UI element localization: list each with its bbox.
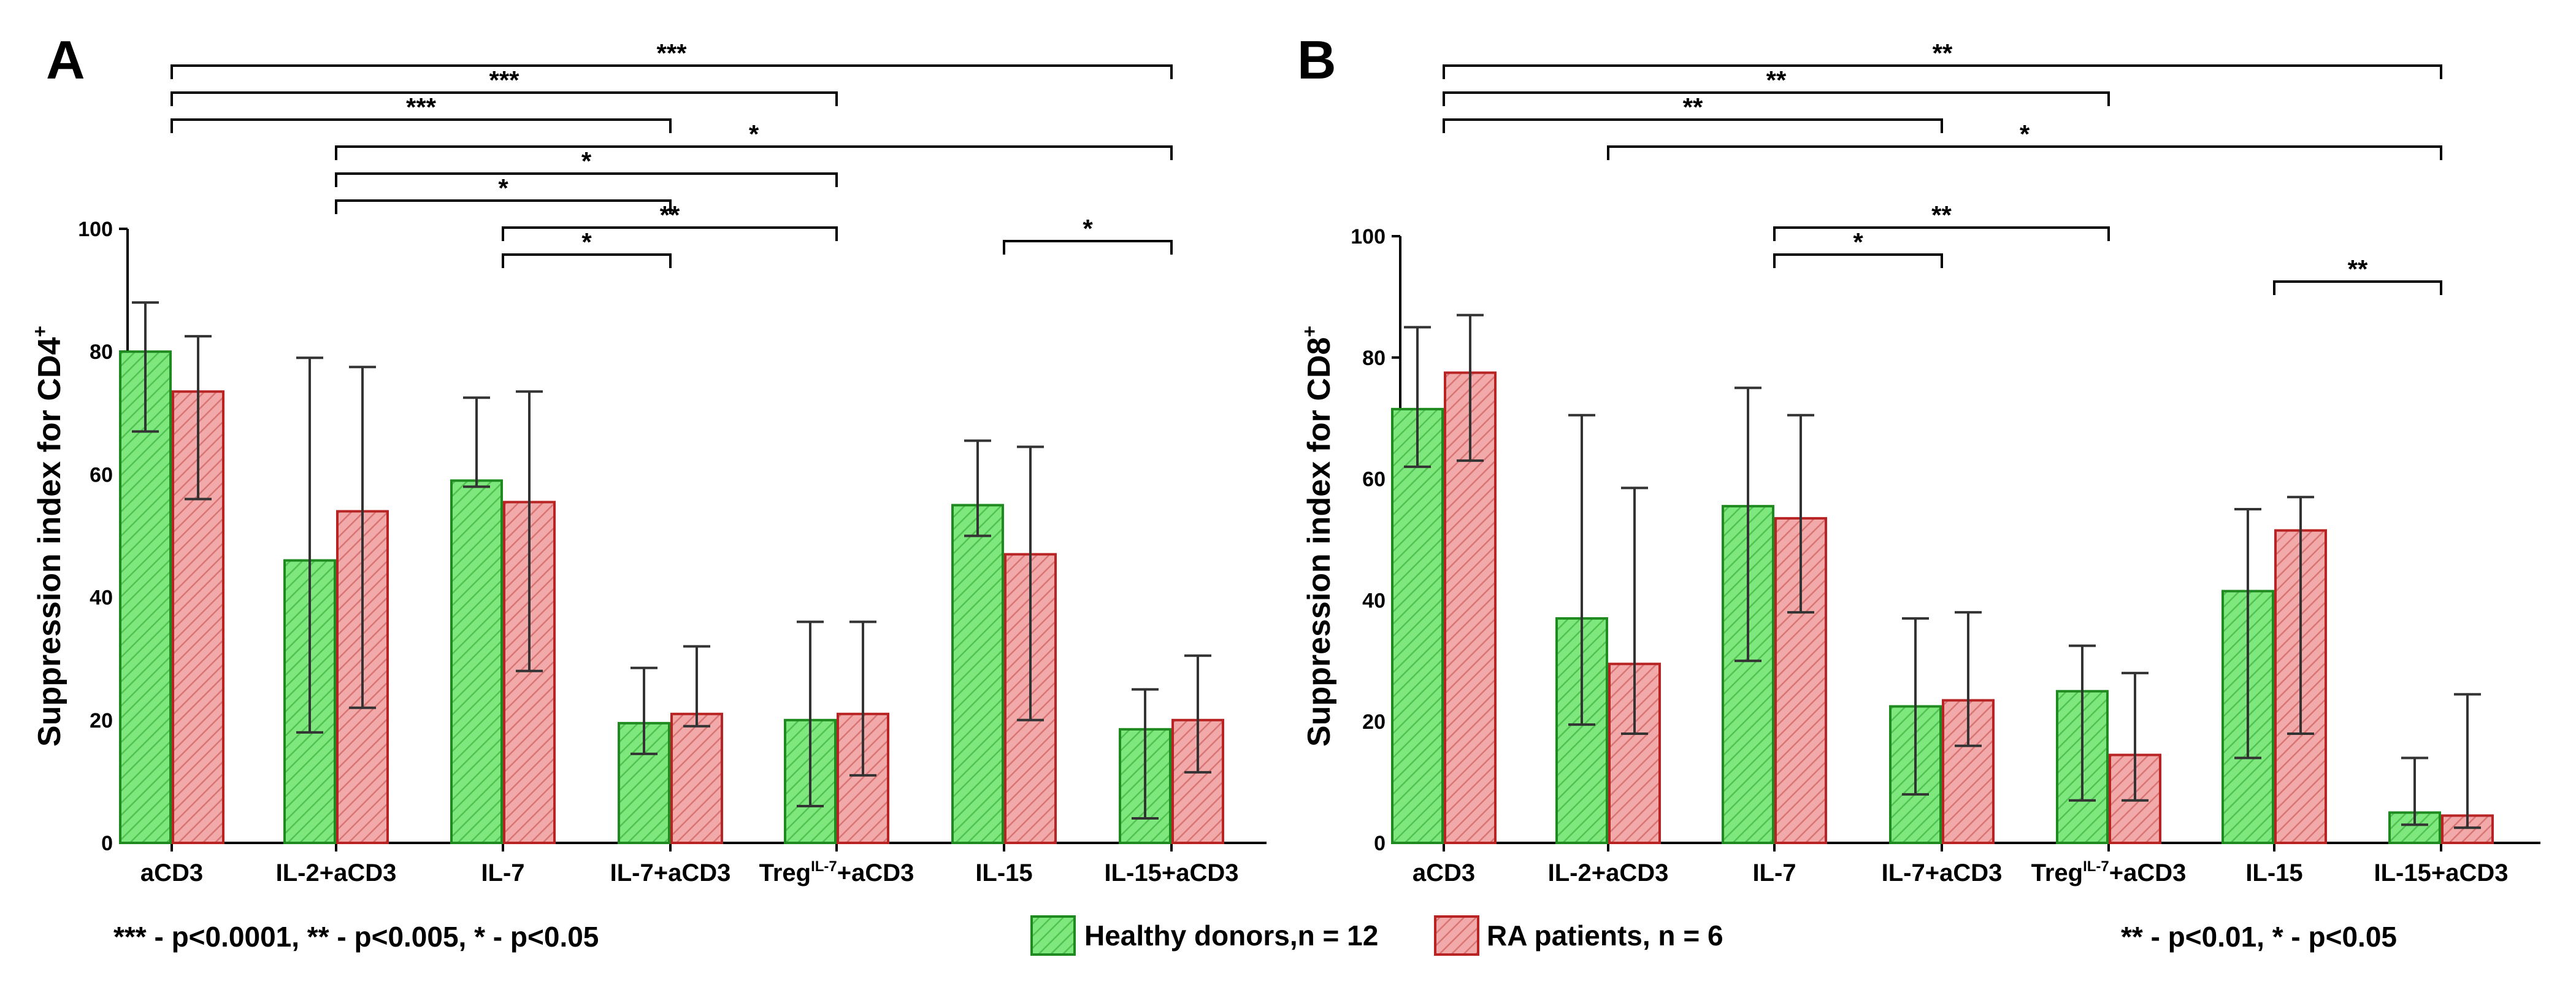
x-tick-label: IL-2+aCD3 (1548, 859, 1669, 886)
bar-healthy (951, 504, 1004, 844)
significance-bracket (1773, 226, 2110, 241)
panel-letter-b: B (1297, 29, 1336, 90)
y-tick-label: 20 (1362, 710, 1386, 734)
x-tick-label: IL-15+aCD3 (2374, 859, 2509, 886)
significance-bracket (335, 172, 838, 187)
significance-bracket (335, 145, 1173, 160)
legend-swatch-healthy (1030, 915, 1076, 956)
x-tick-label: IL-7 (481, 859, 524, 886)
y-tick-label: 80 (1362, 347, 1386, 370)
y-tick-label: 0 (101, 832, 113, 855)
significance-label: ** (660, 201, 680, 229)
significance-bracket (1773, 253, 1943, 268)
x-tick-label: IL-7+aCD3 (1882, 859, 2003, 886)
panel-a: A 0 20 40 60 80 100 Suppression index for CD4+… (29, 29, 1267, 886)
y-tick-label: 20 (90, 709, 113, 732)
significance-label: * (1853, 228, 1863, 256)
significance-label: * (581, 147, 592, 175)
bar-healthy (1391, 407, 1444, 844)
significance-label: ** (1766, 66, 1787, 94)
significance-label: *** (406, 93, 437, 121)
x-tick-label: IL-15+aCD3 (1105, 859, 1239, 886)
significance-label: * (2020, 120, 2030, 148)
significance-bracket (171, 118, 672, 133)
bar-ra (670, 712, 723, 845)
x-tick-label: aCD3 (140, 859, 203, 886)
x-tick-label: IL-7+aCD3 (610, 859, 731, 886)
y-tick-label: 0 (1374, 832, 1386, 855)
significance-note-b: ** - p<0.01, * - p<0.05 (2121, 921, 2397, 953)
significance-note-a: *** - p<0.0001, ** - p<0.005, * - p<0.05 (113, 921, 599, 953)
x-tick-label: IL-15 (2245, 859, 2302, 886)
significance-label: * (749, 120, 759, 148)
panel-letter-a: A (46, 29, 85, 90)
y-tick-label: 40 (1362, 589, 1386, 612)
significance-label: ** (1933, 39, 1953, 67)
y-tick-label: 80 (90, 340, 113, 364)
y-tick-label: 60 (1362, 468, 1386, 491)
y-tick-label: 100 (1351, 225, 1386, 248)
significance-bracket (171, 64, 1173, 79)
significance-bracket (2273, 280, 2442, 295)
significance-bracket (502, 226, 838, 241)
significance-bracket (502, 253, 672, 268)
significance-label: * (1083, 214, 1093, 243)
x-tick-label: IL-2+aCD3 (276, 859, 397, 886)
significance-bracket (1443, 118, 1943, 133)
significance-label: *** (656, 39, 687, 67)
legend: Healthy donors,n = 12 RA patients, n = 6 (1030, 915, 1723, 956)
significance-label: * (581, 228, 592, 256)
significance-bracket (1443, 64, 2442, 79)
significance-label: *** (489, 66, 519, 94)
significance-bracket (335, 199, 672, 214)
x-tick-label: TregIL-7+aCD3 (759, 858, 914, 886)
significance-bracket (171, 91, 838, 106)
significance-label: ** (1683, 93, 1703, 121)
x-tick-label: aCD3 (1413, 859, 1475, 886)
y-axis-label: Suppression index for CD8+ (1298, 326, 1337, 747)
legend-label-ra: RA patients, n = 6 (1487, 920, 1723, 951)
legend-label-healthy: Healthy donors,n = 12 (1084, 920, 1378, 951)
bar-healthy (450, 479, 503, 844)
significance-bracket (1443, 91, 2110, 106)
y-tick-label: 100 (78, 218, 113, 241)
significance-label: * (498, 174, 508, 202)
y-tick-label: 40 (90, 586, 113, 610)
panel-b: B 0 20 40 60 80 100 Suppression index for CD8+… (1297, 29, 2540, 886)
legend-swatch-ra (1434, 915, 1479, 956)
significance-bracket (1607, 145, 2442, 160)
significance-label: ** (2348, 255, 2368, 283)
significance-bracket (1003, 240, 1173, 255)
x-tick-label: TregIL-7+aCD3 (2031, 858, 2187, 886)
x-tick-label: IL-15 (975, 859, 1032, 886)
significance-label: ** (1931, 201, 1952, 229)
bar-healthy (1555, 617, 1608, 844)
y-axis-label: Suppression index for CD4+ (29, 326, 67, 747)
x-tick-label: IL-7 (1752, 859, 1796, 886)
y-tick-label: 60 (90, 463, 113, 486)
